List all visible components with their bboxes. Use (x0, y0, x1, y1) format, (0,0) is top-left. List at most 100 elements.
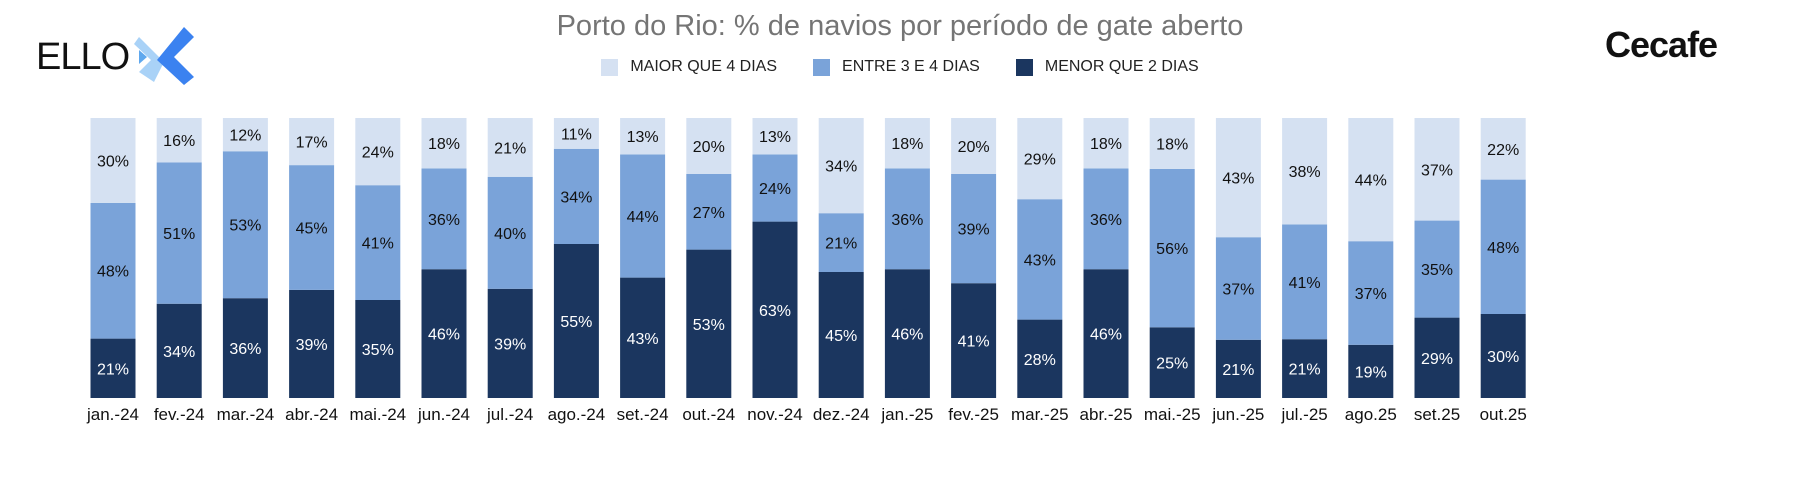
data-label: 37% (1222, 281, 1254, 298)
bar-segment (1017, 319, 1063, 398)
bar-segment (752, 221, 798, 398)
x-tick-label: nov.-24 (747, 405, 802, 424)
data-label: 36% (229, 341, 261, 358)
bar-segment (752, 118, 798, 155)
bar-segment (553, 244, 599, 398)
bar-segment (553, 148, 599, 244)
data-label: 19% (1355, 364, 1387, 381)
legend-item: ENTRE 3 E 4 DIAS (813, 58, 980, 76)
x-tick-label: dez.-24 (813, 405, 870, 424)
data-label: 30% (1487, 349, 1519, 366)
bar-segment (289, 118, 335, 166)
bar-segment (818, 118, 864, 214)
legend-swatch (1015, 58, 1033, 76)
data-label: 35% (362, 342, 394, 359)
x-tick-label: abr.-25 (1080, 405, 1133, 424)
bar-segment (355, 300, 401, 398)
data-label: 18% (891, 136, 923, 153)
legend-swatch (813, 58, 831, 76)
bar-segment (752, 154, 798, 222)
data-label: 44% (627, 209, 659, 226)
bar-segment (1480, 314, 1526, 398)
data-label: 46% (428, 327, 460, 344)
x-tick-label: fev.-25 (948, 405, 999, 424)
bar-segment (951, 283, 997, 398)
data-label: 48% (97, 264, 129, 281)
x-tick-label: jul.-25 (1280, 405, 1327, 424)
data-label: 36% (428, 212, 460, 229)
bar-segment (1282, 339, 1328, 398)
bar-segment (1017, 118, 1063, 200)
x-tick-label: jan.-25 (880, 405, 933, 424)
bar-segment (686, 249, 732, 398)
data-label: 56% (1156, 241, 1188, 258)
bar-segment (884, 168, 930, 270)
data-label: 21% (825, 236, 857, 253)
legend: MAIOR QUE 4 DIAS ENTRE 3 E 4 DIAS MENOR QU… (0, 58, 1800, 76)
data-label: 41% (362, 236, 394, 253)
bar-segment (1348, 118, 1394, 242)
data-label: 41% (958, 334, 990, 351)
x-tick-label: jun.-25 (1211, 405, 1264, 424)
x-tick-label: fev.-24 (154, 405, 205, 424)
x-tick-label: abr.-24 (285, 405, 338, 424)
data-label: 53% (693, 317, 725, 334)
x-tick-label: mai.-25 (1144, 405, 1201, 424)
bar-segment (1414, 220, 1460, 318)
bar-segment (620, 154, 666, 278)
x-tick-label: out.-24 (682, 405, 735, 424)
data-label: 48% (1487, 240, 1519, 257)
data-label: 21% (1289, 362, 1321, 379)
bar-segment (1149, 327, 1195, 398)
bar-segment (1414, 118, 1460, 221)
x-tick-label: set.25 (1414, 405, 1460, 424)
x-tick-label: mar.-24 (217, 405, 275, 424)
data-label: 20% (958, 139, 990, 156)
bar-segment (1017, 199, 1063, 320)
bar-segment (289, 289, 335, 398)
legend-label: MENOR QUE 2 DIAS (1044, 58, 1199, 75)
x-tick-label: jul.-24 (486, 405, 533, 424)
bar-segment (951, 118, 997, 174)
bar-segment (90, 338, 136, 398)
x-tick-label: ago.-24 (548, 405, 606, 424)
legend-label: MAIOR QUE 4 DIAS (630, 58, 778, 75)
bar-segment (156, 118, 202, 163)
data-label: 18% (1156, 136, 1188, 153)
bar-segment (487, 118, 533, 177)
bar-segment (1480, 118, 1526, 180)
data-label: 13% (759, 129, 791, 146)
bar-segment (222, 118, 268, 152)
data-label: 21% (97, 361, 129, 378)
data-label: 25% (1156, 356, 1188, 373)
x-tick-label: ago.25 (1345, 405, 1397, 424)
data-label: 34% (825, 159, 857, 176)
bar-segment (1282, 118, 1328, 225)
legend-label: ENTRE 3 E 4 DIAS (842, 58, 980, 75)
bar-segment (487, 288, 533, 398)
data-label: 22% (1487, 142, 1519, 159)
bar-segment (355, 118, 401, 186)
data-label: 45% (296, 221, 328, 238)
x-tick-label: out.25 (1480, 405, 1527, 424)
x-tick-label: mar.-25 (1011, 405, 1069, 424)
bar-segment (1215, 118, 1261, 238)
data-label: 29% (1421, 351, 1453, 368)
bar-segment (818, 272, 864, 398)
bar-segment (553, 118, 599, 149)
bar-segment (222, 298, 268, 398)
cecafe-logo: Cecafe (1605, 24, 1718, 65)
legend-swatch (601, 58, 619, 76)
data-label: 44% (1355, 173, 1387, 190)
bar-segment (1083, 269, 1129, 398)
data-label: 34% (560, 189, 592, 206)
data-label: 24% (759, 181, 791, 198)
bar-segment (355, 185, 401, 300)
bar-segment (421, 118, 467, 169)
bar-segment (487, 176, 533, 289)
data-label: 35% (1421, 262, 1453, 279)
data-label: 17% (296, 135, 328, 152)
bar-segment (1083, 168, 1129, 270)
data-label: 45% (825, 328, 857, 345)
